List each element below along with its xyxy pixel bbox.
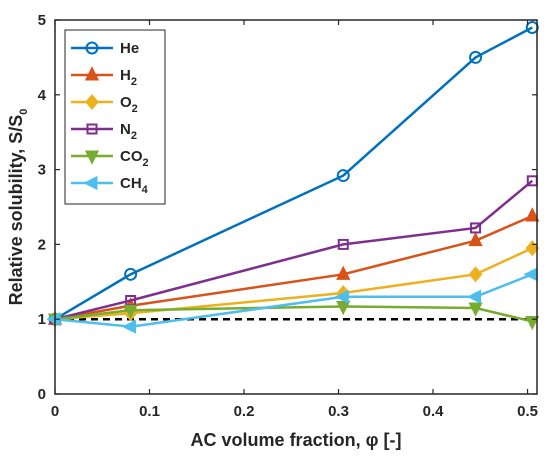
legend-label-h2: H2 (120, 67, 137, 88)
y-tick-label: 1 (38, 311, 46, 328)
data-point-ch4 (523, 267, 538, 282)
legend-label-o2: O2 (120, 94, 138, 115)
data-point-he (336, 169, 350, 183)
series-line-n2 (54, 179, 534, 321)
data-point-n2 (337, 238, 349, 250)
x-tick-label: 0.5 (517, 403, 538, 420)
x-tick-label: 0.3 (328, 403, 349, 420)
data-point-h2 (336, 265, 351, 280)
legend-marker-he (85, 41, 99, 55)
legend-entry-n2: N2 (71, 121, 137, 142)
legend-entry-he: He (71, 40, 139, 57)
legend-marker-co2 (84, 150, 100, 165)
plot-area-border (54, 19, 538, 395)
x-axis-label: AC volume fraction, φ [-] (191, 430, 402, 450)
legend-box (64, 29, 166, 205)
x-tick-label: 0 (51, 403, 59, 420)
data-point-co2 (525, 315, 540, 331)
legend-label-he: He (120, 40, 139, 57)
y-tick-label: 2 (38, 236, 46, 253)
legend-marker-ch4 (83, 175, 98, 191)
y-tick-label: 3 (38, 162, 46, 179)
data-point-o2 (468, 266, 483, 283)
data-point-co2 (468, 302, 483, 317)
series-ch4 (46, 267, 538, 334)
y-tick-label: 4 (38, 87, 47, 104)
data-point-h2 (525, 207, 540, 222)
legend: He H2 O2 N2 CO2 CH4 (64, 29, 166, 205)
data-point-he (469, 50, 483, 64)
legend-entry-ch4: CH4 (71, 175, 149, 196)
x-tick-label: 0.4 (423, 403, 445, 420)
y-tick-label: 5 (38, 12, 46, 29)
data-point-he (124, 267, 138, 281)
x-tick-label: 0.1 (139, 403, 160, 420)
legend-entry-o2: O2 (71, 93, 138, 115)
data-point-o2 (525, 240, 540, 257)
ticks-layer: 0 0.1 0.2 0.3 0.4 0.5 0 1 2 3 4 5 (38, 12, 538, 420)
data-point-ch4 (121, 319, 137, 334)
legend-entry-co2: CO2 (71, 148, 149, 169)
legend-label-co2: CO2 (120, 148, 149, 169)
series-o2 (48, 240, 540, 328)
x-tick-label: 0.2 (234, 403, 255, 420)
legend-label-ch4: CH4 (120, 175, 149, 196)
data-point-he (525, 20, 539, 34)
data-point-co2 (336, 300, 351, 316)
legend-label-n2: N2 (120, 121, 137, 142)
series-layer (46, 20, 540, 334)
legend-marker-n2 (86, 123, 98, 135)
y-tick-label: 0 (38, 386, 46, 403)
data-point-h2 (468, 231, 483, 247)
data-point-n2 (470, 222, 482, 234)
data-point-ch4 (466, 289, 482, 304)
y-axis-label-subscript: 0 (18, 109, 30, 115)
data-point-co2 (123, 304, 138, 319)
y-axis-label: Relative solubility, S/S0 (6, 109, 30, 306)
y-axis-label-main: Relative solubility, S/S (6, 115, 26, 306)
legend-marker-o2 (85, 93, 99, 111)
legend-marker-h2 (84, 66, 100, 81)
legend-entry-h2: H2 (71, 66, 137, 88)
series-line-he (54, 26, 533, 321)
data-point-ch4 (334, 289, 349, 304)
